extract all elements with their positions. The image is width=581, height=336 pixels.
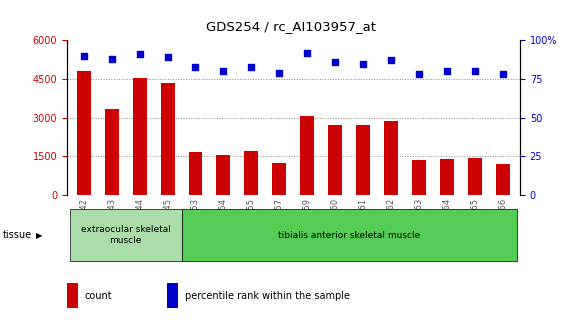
Point (443, 69, 452, 74)
Point (107, 56, 116, 61)
Point (331, 59, 340, 65)
Point (303, 50, 312, 55)
Bar (328, 125, 342, 195)
Point (247, 64, 256, 69)
Text: percentile rank within the sample: percentile rank within the sample (185, 291, 350, 301)
Bar (496, 164, 510, 195)
Text: count: count (85, 291, 113, 301)
Bar (413, 160, 426, 195)
Bar (300, 116, 314, 195)
Text: tissue: tissue (3, 230, 32, 240)
Bar (67, 283, 78, 308)
FancyBboxPatch shape (181, 209, 517, 261)
Point (498, 72, 508, 77)
Bar (132, 78, 146, 195)
Point (135, 51, 144, 57)
Point (163, 55, 172, 60)
Bar (160, 83, 174, 195)
Text: ▶: ▶ (36, 231, 42, 240)
Bar (272, 163, 286, 195)
Bar (468, 158, 482, 195)
Point (275, 70, 284, 76)
Text: extraocular skeletal
muscle: extraocular skeletal muscle (81, 225, 170, 245)
Text: tibialis anterior skeletal muscle: tibialis anterior skeletal muscle (278, 231, 421, 240)
Point (387, 58, 396, 63)
Bar (188, 153, 203, 195)
Bar (167, 283, 178, 308)
Point (219, 69, 228, 74)
Bar (356, 125, 370, 195)
Bar (77, 71, 91, 195)
Text: GDS254 / rc_AI103957_at: GDS254 / rc_AI103957_at (206, 20, 375, 33)
Bar (245, 151, 259, 195)
Point (358, 61, 368, 66)
FancyBboxPatch shape (70, 209, 181, 261)
Bar (105, 109, 119, 195)
Point (471, 69, 480, 74)
Bar (440, 159, 454, 195)
Point (415, 72, 424, 77)
Bar (384, 122, 399, 195)
Point (191, 64, 200, 69)
Bar (217, 155, 231, 195)
Point (79, 53, 88, 58)
